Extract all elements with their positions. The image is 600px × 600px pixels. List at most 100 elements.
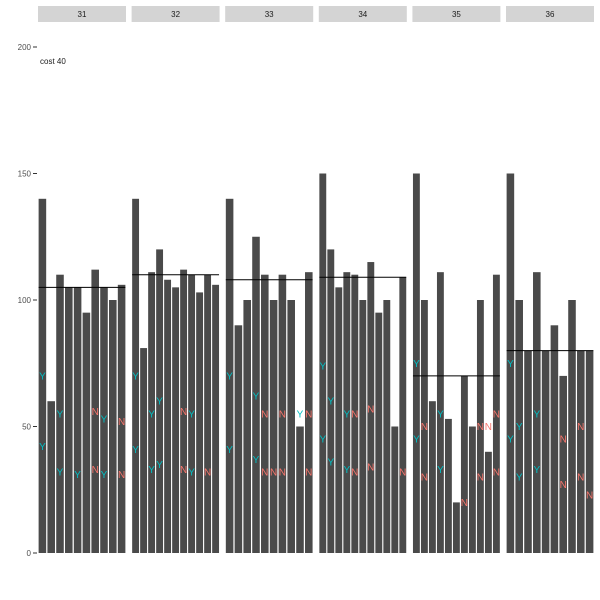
facet-strip-label: 31 (78, 10, 87, 19)
marker-n: N (421, 473, 428, 484)
cost-annotation: cost 40 (40, 57, 66, 66)
facet-strip-label: 34 (358, 10, 367, 19)
marker-n: N (270, 468, 277, 479)
bar (132, 198, 140, 554)
marker-y: Y (101, 414, 108, 425)
marker-y: Y (319, 435, 326, 446)
marker-n: N (477, 473, 484, 484)
bar (359, 300, 367, 553)
bar (436, 272, 444, 553)
marker-n: N (279, 468, 286, 479)
bar (351, 274, 359, 553)
facet-strip (131, 6, 220, 22)
bar (476, 300, 484, 553)
facet-strip (38, 6, 126, 22)
marker-y: Y (156, 397, 163, 408)
bar (533, 272, 541, 553)
bar (577, 350, 585, 553)
marker-y: Y (188, 409, 195, 420)
marker-y: Y (327, 457, 334, 468)
bar (148, 272, 156, 553)
bar (212, 284, 220, 553)
y-tick-label-200: 200 (18, 43, 32, 52)
bar (399, 277, 407, 553)
bar (73, 287, 82, 553)
bar (196, 292, 204, 553)
bar (188, 274, 196, 553)
bar (180, 269, 188, 553)
bar (420, 300, 428, 553)
marker-y: Y (132, 371, 139, 382)
bar (492, 274, 500, 553)
bar (56, 274, 64, 553)
marker-y: Y (327, 397, 334, 408)
facet-strip-label: 35 (452, 10, 461, 19)
bar (319, 173, 327, 553)
marker-y: Y (101, 470, 108, 481)
bar (559, 375, 567, 553)
marker-n: N (586, 490, 593, 501)
marker-n: N (279, 409, 286, 420)
bar (335, 287, 343, 553)
y-tick-label-0: 0 (27, 549, 32, 558)
marker-y: Y (533, 409, 540, 420)
facet-strip-label: 33 (265, 10, 274, 19)
marker-y: Y (226, 371, 233, 382)
marker-y: Y (516, 473, 523, 484)
bar (91, 269, 99, 553)
bar (164, 279, 172, 553)
marker-n: N (118, 417, 125, 428)
bar (568, 300, 576, 553)
bar (391, 426, 399, 553)
bar (541, 350, 550, 553)
bar (524, 350, 532, 553)
bar (287, 300, 295, 553)
marker-y: Y (413, 435, 420, 446)
marker-n: N (351, 409, 358, 420)
marker-n: N (493, 409, 500, 420)
facet-strip-label: 36 (546, 10, 555, 19)
marker-n: N (351, 468, 358, 479)
marker-n: N (261, 409, 268, 420)
marker-n: N (305, 468, 312, 479)
bar (243, 300, 251, 553)
marker-y: Y (437, 465, 444, 476)
marker-y: Y (507, 359, 514, 370)
marker-n: N (180, 465, 187, 476)
bar (278, 274, 287, 553)
marker-n: N (92, 407, 99, 418)
bar (225, 198, 234, 554)
bar (109, 300, 117, 553)
marker-y: Y (343, 409, 350, 420)
bar (140, 348, 148, 553)
marker-n: N (577, 473, 584, 484)
marker-y: Y (39, 442, 46, 453)
marker-n: N (367, 462, 374, 473)
marker-y: Y (533, 465, 540, 476)
bar (100, 287, 108, 553)
bar (375, 312, 383, 553)
facet-strip (506, 6, 594, 22)
marker-y: Y (57, 409, 64, 420)
marker-n: N (485, 422, 492, 433)
marker-y: Y (226, 445, 233, 456)
bar (550, 325, 559, 553)
marker-n: N (180, 407, 187, 418)
marker-y: Y (39, 371, 46, 382)
marker-y: Y (319, 361, 326, 372)
bar (305, 272, 313, 553)
marker-y: Y (132, 445, 139, 456)
marker-y: Y (57, 468, 64, 479)
bar (585, 350, 594, 553)
y-axis: 0 50 100 150 200 (18, 43, 37, 558)
bar (367, 262, 375, 553)
bar (38, 198, 47, 554)
marker-n: N (305, 409, 312, 420)
marker-y: Y (156, 460, 163, 471)
marker-y: Y (516, 422, 523, 433)
bar (444, 418, 452, 553)
